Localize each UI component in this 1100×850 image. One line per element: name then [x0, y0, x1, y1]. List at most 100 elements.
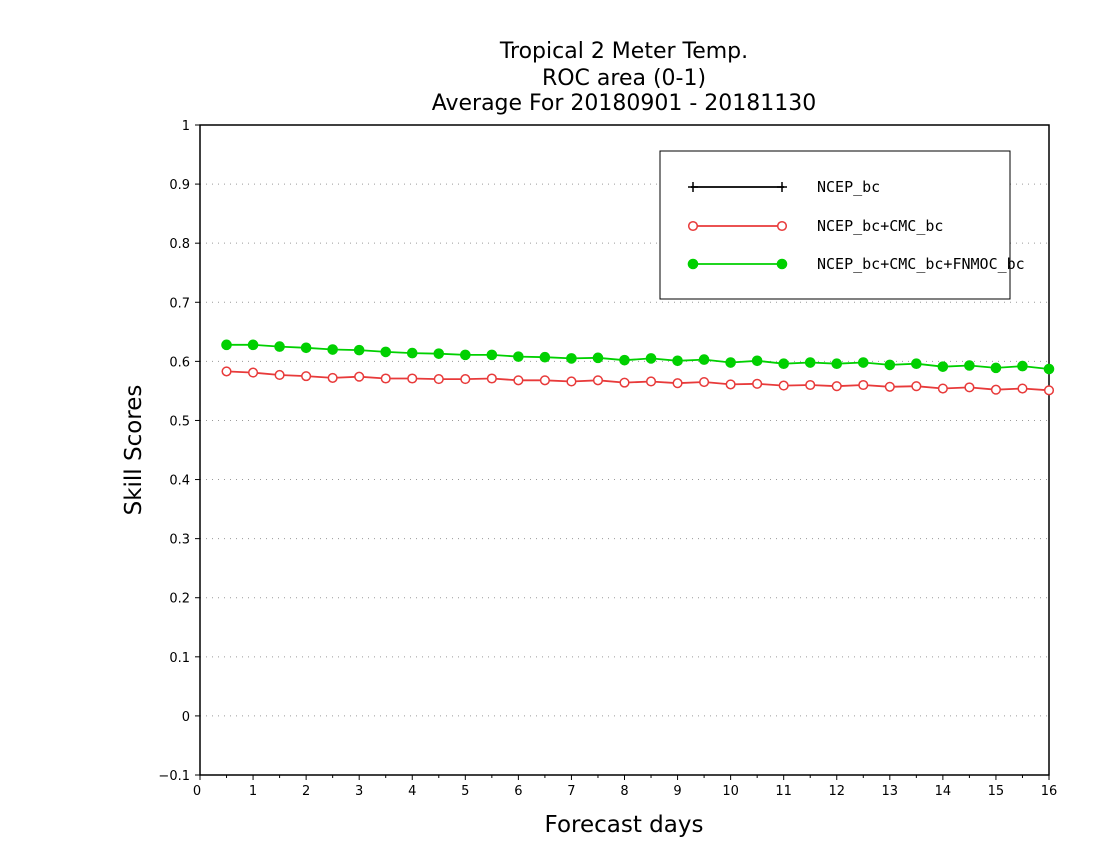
series-line — [226, 343, 1050, 370]
data-point — [937, 383, 948, 394]
y-tick-label: 0.6 — [169, 355, 190, 370]
data-point — [380, 346, 392, 358]
y-tick-label: 0.7 — [169, 296, 190, 311]
data-point — [964, 382, 975, 393]
data-point — [407, 373, 418, 384]
data-point — [831, 358, 843, 370]
data-point — [990, 384, 1001, 395]
data-point — [804, 357, 816, 368]
data-point — [327, 344, 338, 355]
x-tick-label: 2 — [302, 784, 310, 799]
data-point — [1017, 360, 1028, 372]
x-tick-label: 12 — [828, 784, 845, 799]
data-point — [699, 376, 710, 388]
y-tick-label: 1 — [182, 119, 190, 134]
data-point — [247, 339, 259, 351]
data-point — [857, 357, 869, 368]
data-point — [354, 371, 365, 382]
data-point — [805, 379, 816, 391]
data-point — [513, 351, 524, 362]
data-point — [460, 349, 471, 361]
data-point — [592, 375, 604, 386]
data-point — [619, 377, 630, 388]
data-point — [274, 369, 285, 381]
data-point — [672, 378, 683, 389]
data-point — [539, 351, 551, 363]
data-point — [672, 355, 683, 367]
x-tick-label: 0 — [193, 784, 201, 799]
data-point — [380, 373, 391, 384]
data-point — [353, 344, 365, 356]
x-tick-label: 10 — [722, 784, 739, 799]
data-point — [433, 374, 444, 385]
y-tick-label: 0.1 — [169, 651, 190, 666]
data-point — [776, 220, 788, 232]
legend: NCEP_bc NCEP_bc+CMC_bc NCEP_bc+CMC_bc+FNMO… — [659, 150, 1025, 300]
data-point — [937, 361, 949, 372]
legend-label: NCEP_bc — [817, 178, 880, 196]
data-point — [964, 360, 975, 371]
x-tick-label: 11 — [775, 784, 792, 799]
data-point — [539, 375, 550, 386]
data-point — [486, 373, 497, 384]
series-line — [226, 370, 1050, 392]
x-tick-label: 8 — [620, 784, 628, 799]
data-point — [486, 349, 498, 361]
data-point — [221, 366, 232, 377]
data-point — [221, 339, 232, 351]
data-point — [619, 354, 630, 366]
x-tick-label: 6 — [514, 784, 522, 799]
data-point — [301, 371, 312, 382]
data-point — [1043, 363, 1055, 375]
data-point — [566, 376, 577, 387]
data-point — [460, 374, 471, 385]
x-tick-label: 4 — [408, 784, 416, 799]
data-point — [831, 381, 842, 392]
title-line: Tropical 2 Meter Temp. — [499, 39, 748, 64]
x-tick-label: 5 — [461, 784, 469, 799]
data-point — [274, 341, 285, 352]
x-tick-label: 16 — [1041, 784, 1058, 799]
title-line: ROC area (0-1) — [542, 66, 706, 91]
data-point — [858, 379, 869, 391]
data-point — [687, 258, 699, 270]
x-tick-label: 7 — [567, 784, 575, 799]
x-axis-ticks: 0 1 2 3 4 5 6 7 8 9 10 11 12 13 14 15 16 — [193, 775, 1057, 799]
series-1 — [221, 366, 1055, 396]
data-point — [300, 342, 312, 354]
y-tick-label: 0.4 — [169, 474, 190, 489]
x-tick-label: 3 — [355, 784, 363, 799]
y-tick-label: 0.8 — [169, 237, 190, 252]
data-point — [592, 352, 604, 364]
data-point — [884, 381, 895, 392]
data-point — [645, 353, 657, 364]
x-axis-label: Forecast days — [545, 812, 704, 838]
x-tick-label: 14 — [935, 784, 952, 799]
data-point — [698, 354, 710, 365]
legend-label: NCEP_bc+CMC_bc+FNMOC_bc — [817, 255, 1025, 273]
y-axis-ticks: −0.1 0 0.1 0.2 0.3 0.4 0.5 0.6 0.7 0.8 0.9 1 — [158, 119, 200, 784]
data-point — [1017, 383, 1028, 394]
data-point — [751, 355, 763, 367]
data-point — [778, 380, 789, 391]
data-point — [725, 357, 736, 368]
data-point — [566, 353, 577, 364]
data-point — [513, 375, 524, 386]
legend-entry: NCEP_bc — [688, 178, 880, 196]
legend-box — [659, 150, 1011, 300]
data-point — [884, 359, 896, 371]
data-point — [776, 258, 788, 270]
legend-entry: NCEP_bc+CMC_bc — [687, 217, 943, 235]
x-tick-label: 13 — [882, 784, 899, 799]
data-point — [687, 220, 699, 232]
y-tick-label: 0 — [182, 710, 190, 725]
y-tick-label: −0.1 — [158, 769, 190, 784]
y-tick-label: 0.5 — [169, 414, 190, 429]
y-tick-label: 0.9 — [169, 178, 190, 193]
legend-entry: NCEP_bc+CMC_bc+FNMOC_bc — [687, 255, 1025, 273]
data-point — [1043, 385, 1055, 396]
y-tick-label: 0.3 — [169, 533, 190, 548]
data-point — [406, 347, 418, 359]
y-axis-label: Skill Scores — [121, 385, 147, 516]
